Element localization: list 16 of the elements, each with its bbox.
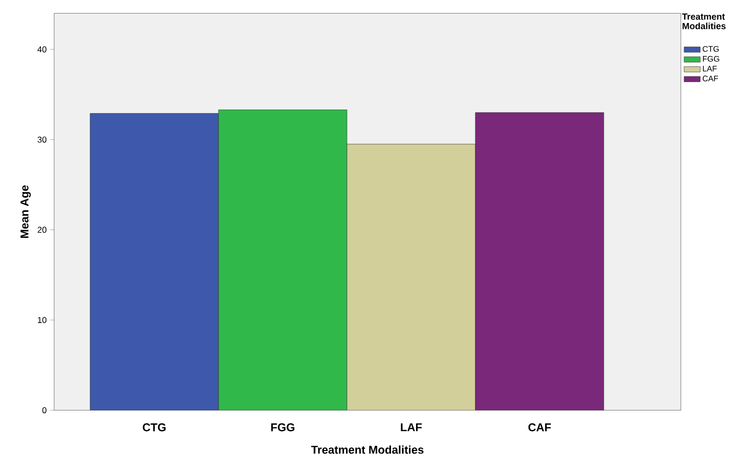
y-tick-label: 30 — [38, 136, 46, 143]
y-tick-label: 10 — [38, 317, 46, 324]
legend-label: CTG — [702, 46, 719, 52]
legend-label: FGG — [702, 56, 720, 62]
y-axis-title: Mean Age — [20, 185, 31, 238]
y-tick-label: 40 — [37, 46, 46, 52]
legend-label: CAF — [702, 76, 718, 82]
x-tick-label: LAF — [400, 423, 422, 432]
y-tick-label: 0 — [42, 407, 46, 414]
x-tick-label: CAF — [528, 423, 551, 432]
x-tick-label: FGG — [271, 423, 294, 432]
x-tick-label: CTG — [142, 423, 166, 432]
legend-label: LAF — [702, 66, 717, 72]
legend-title: Treatment Modalities — [682, 13, 726, 30]
y-tick-label: 20 — [38, 226, 46, 233]
x-axis-title: Treatment Modalities — [311, 445, 424, 454]
